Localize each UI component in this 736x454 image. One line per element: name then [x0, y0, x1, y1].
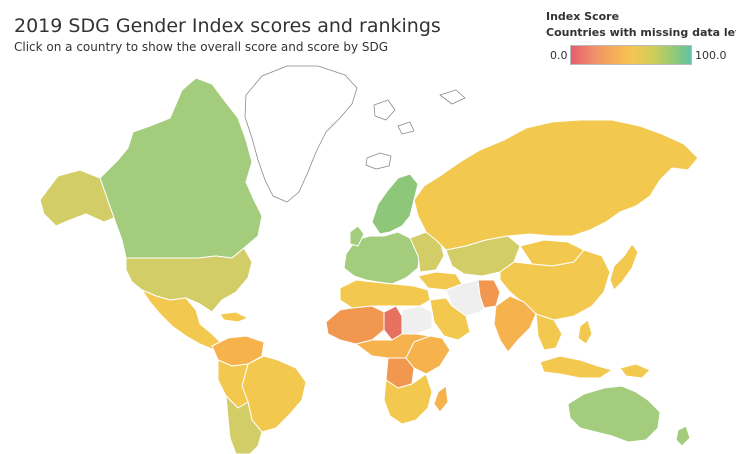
country-canada[interactable]: [99, 77, 263, 259]
country-india[interactable]: [493, 295, 537, 353]
legend-title: Index Score: [546, 10, 620, 23]
map-subtitle: Click on a country to show the overall s…: [14, 40, 389, 54]
caribbean: [219, 311, 249, 323]
country-madagascar[interactable]: [433, 385, 449, 413]
country-russia[interactable]: [413, 119, 699, 251]
country-papua[interactable]: [619, 363, 651, 379]
country-southeast-asia[interactable]: [535, 313, 563, 351]
legend-max-label: 100.0: [695, 49, 727, 62]
country-arabia[interactable]: [429, 297, 471, 341]
country-chad[interactable]: [383, 305, 403, 341]
country-new-zealand[interactable]: [675, 425, 691, 447]
country-southern-africa[interactable]: [383, 373, 433, 425]
map-title: 2019 SDG Gender Index scores and ranking…: [14, 15, 441, 37]
iceland: [365, 152, 392, 170]
arctic-islands: [373, 89, 466, 135]
country-north-africa[interactable]: [339, 279, 431, 309]
country-usa-alaska[interactable]: [39, 169, 115, 227]
country-china[interactable]: [499, 249, 611, 321]
legend-subtitle[interactable]: Countries with missing data left ...: [546, 26, 736, 39]
country-west-africa[interactable]: [325, 305, 385, 345]
country-japan-korea[interactable]: [609, 243, 639, 291]
country-australia[interactable]: [567, 385, 661, 443]
legend-min-label: 0.0: [550, 49, 568, 62]
country-scandinavia[interactable]: [371, 173, 419, 235]
country-east-africa[interactable]: [405, 335, 451, 375]
country-philippines[interactable]: [577, 319, 593, 345]
legend-color-scale: [570, 45, 692, 65]
greenland: [244, 65, 358, 203]
country-argentina-chile[interactable]: [225, 395, 263, 454]
country-uk-ireland[interactable]: [349, 225, 365, 247]
country-europe[interactable]: [343, 231, 421, 285]
country-indonesia[interactable]: [539, 355, 613, 379]
no-data-sudan: [401, 305, 433, 335]
